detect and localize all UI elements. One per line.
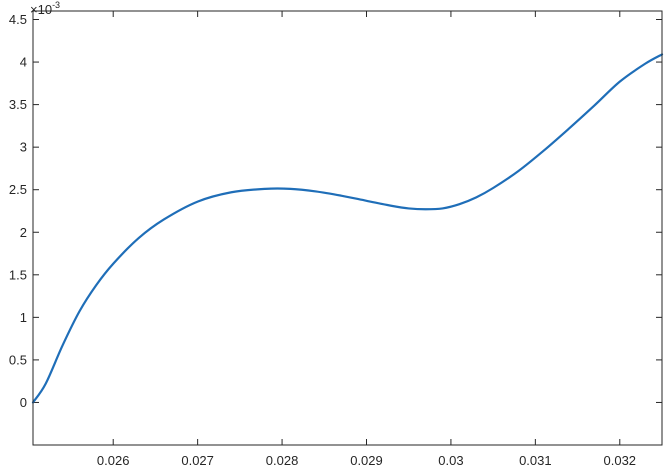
y-tick-label: 2.5	[9, 182, 27, 197]
data-line	[31, 53, 664, 404]
y-tick-label: 1.5	[9, 267, 27, 282]
y-tick-label: 4.5	[9, 12, 27, 27]
y-tick-label: 3	[20, 140, 27, 155]
y-tick-label: 3.5	[9, 97, 27, 112]
x-tick-label: 0.031	[519, 453, 552, 468]
y-exponent-label: ×10-3	[30, 0, 60, 17]
x-tick-label: 0.027	[181, 453, 214, 468]
x-tick-label: 0.029	[350, 453, 383, 468]
plot-area	[33, 11, 662, 445]
y-tick-label: 0.5	[9, 352, 27, 367]
x-tick-label: 0.03	[438, 453, 463, 468]
y-tick-label: 0	[20, 395, 27, 410]
x-tick-label: 0.032	[604, 453, 637, 468]
axes-box	[32, 10, 663, 446]
y-tick-label: 1	[20, 310, 27, 325]
y-tick-label: 2	[20, 225, 27, 240]
x-tick-label: 0.028	[266, 453, 299, 468]
y-tick-label: 4	[20, 55, 27, 70]
x-tick-label: 0.026	[97, 453, 130, 468]
